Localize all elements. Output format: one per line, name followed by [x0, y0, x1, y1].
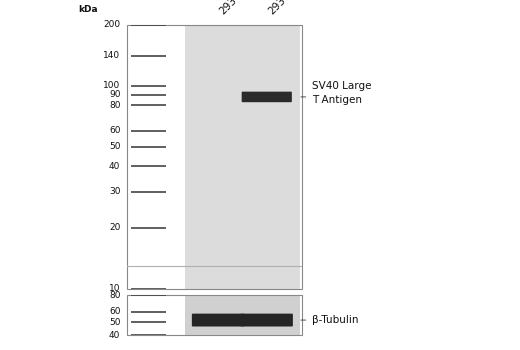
FancyBboxPatch shape	[241, 314, 293, 327]
Text: 80: 80	[109, 101, 121, 110]
FancyBboxPatch shape	[242, 92, 292, 102]
Text: 100: 100	[103, 81, 121, 90]
Text: 30: 30	[109, 187, 121, 196]
Text: 60: 60	[109, 307, 121, 316]
Text: 10: 10	[109, 284, 121, 293]
FancyBboxPatch shape	[192, 314, 244, 327]
Text: 40: 40	[109, 162, 121, 171]
Text: 40: 40	[109, 331, 121, 340]
Text: 200: 200	[103, 20, 121, 29]
Text: 140: 140	[103, 51, 121, 61]
Text: 293: 293	[218, 0, 239, 16]
Text: β-Tubulin: β-Tubulin	[312, 315, 359, 325]
Text: 90: 90	[109, 90, 121, 99]
Bar	[185, 295, 300, 335]
Text: 80: 80	[109, 290, 121, 300]
Text: 293T: 293T	[267, 0, 292, 16]
Text: 50: 50	[109, 142, 121, 151]
Text: 50: 50	[109, 318, 121, 327]
Text: kDa: kDa	[78, 5, 98, 14]
Text: 20: 20	[109, 223, 121, 232]
Text: SV40 Large
T Antigen: SV40 Large T Antigen	[312, 81, 372, 105]
Bar	[185, 25, 300, 289]
Text: 60: 60	[109, 126, 121, 135]
